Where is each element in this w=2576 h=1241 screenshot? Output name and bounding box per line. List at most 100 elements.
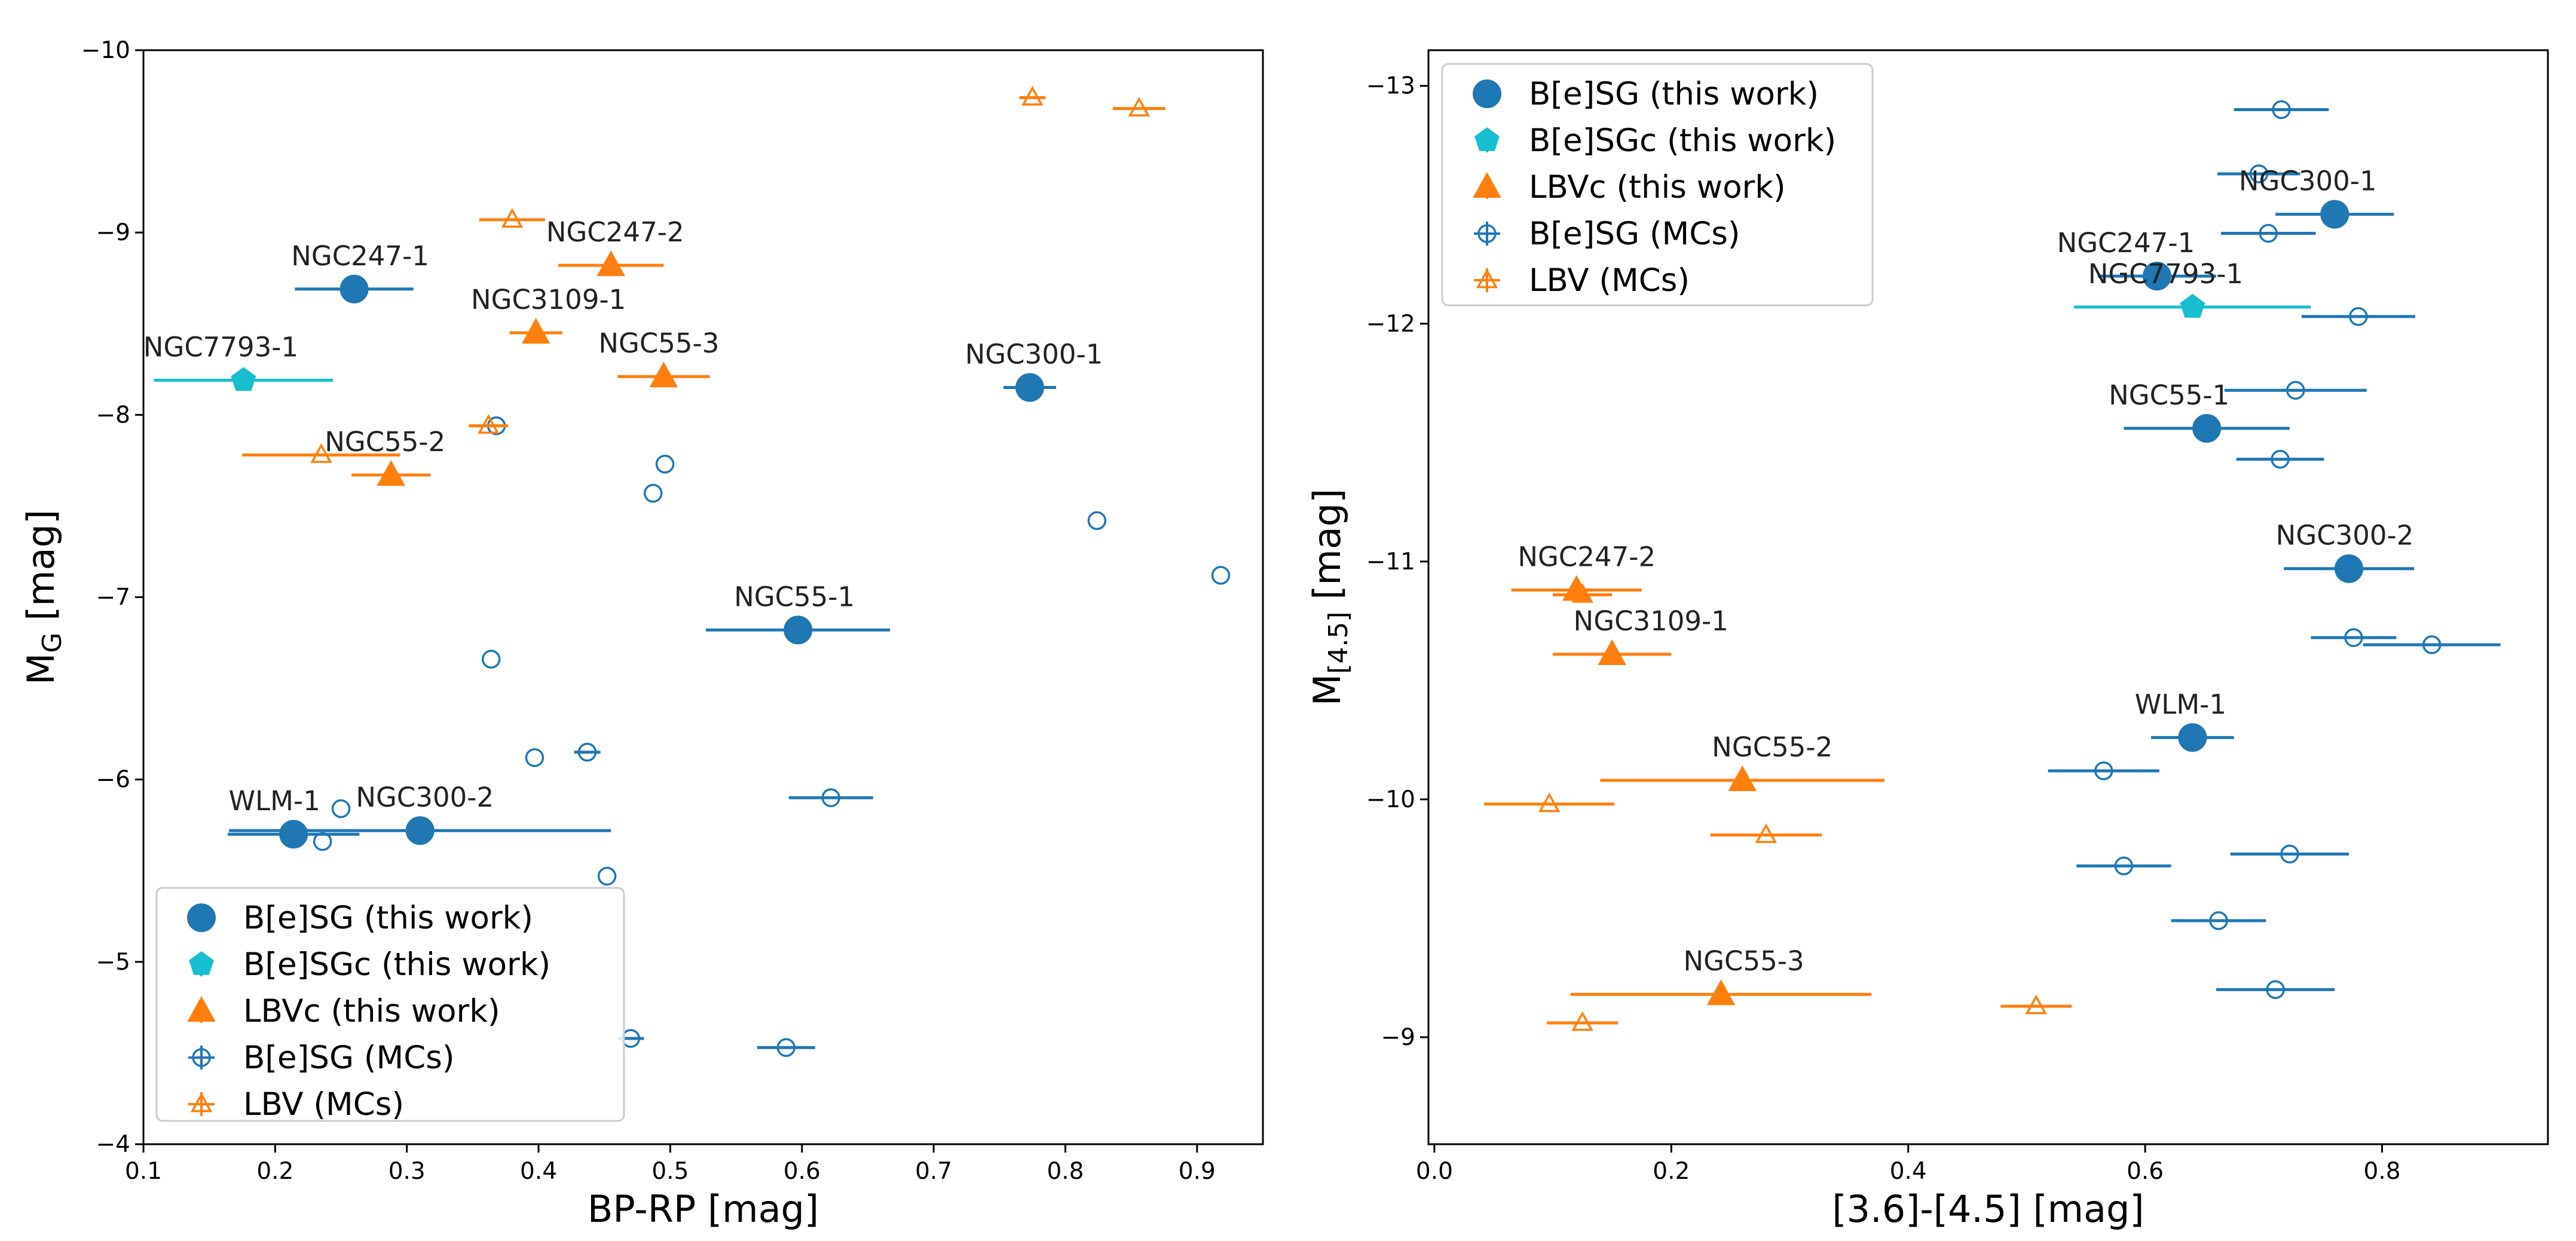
data-point [1570, 979, 1872, 1006]
marker-open-triangle [2025, 994, 2047, 1015]
data-point [2000, 994, 2072, 1015]
data-point [469, 414, 509, 434]
marker-open-circle [2272, 100, 2291, 119]
data-point [2076, 856, 2171, 876]
marker-pentagon [189, 951, 214, 975]
data-point [481, 649, 501, 669]
point-label: NGC300-1 [2239, 166, 2377, 197]
marker-open-triangle [1755, 823, 1777, 843]
marker-open-circle [2266, 980, 2285, 1000]
point-label: NGC247-2 [1518, 541, 1656, 573]
marker-triangle [187, 996, 216, 1022]
data-point [705, 615, 891, 645]
data-point [295, 274, 414, 304]
legend-label: LBV (MCs) [243, 1086, 404, 1123]
marker-open-circle [1211, 566, 1231, 585]
legend-label: B[e]SG (this work) [243, 900, 533, 936]
data-point [331, 799, 351, 819]
y-tick-label: −13 [1366, 73, 1415, 100]
x-tick-label: 0.9 [1179, 1158, 1216, 1185]
point-label: NGC55-2 [325, 426, 445, 458]
point-label: NGC247-1 [291, 240, 429, 272]
marker-open-triangle [478, 414, 500, 434]
y-tick-label: −9 [96, 219, 131, 246]
data-point [644, 483, 663, 503]
data-point [757, 1038, 815, 1058]
marker-open-circle [597, 866, 617, 886]
y-tick-label: −6 [96, 767, 131, 793]
panel-left: 0.1 0.2 0.3 0.4 0.5 0.6 0.7 0.8 0.9 −10 −9 −8 −7 −6 −5… [19, 37, 1264, 1231]
data-point [2217, 164, 2300, 183]
x-tick-label: 0.6 [784, 1158, 821, 1185]
data-point [228, 820, 360, 849]
data-point [229, 816, 611, 845]
y-tick-label: −10 [1366, 786, 1415, 813]
data-point [1019, 85, 1046, 106]
data-point [2236, 449, 2324, 469]
point-label: NGC55-3 [1684, 945, 1804, 977]
data-point [351, 460, 431, 486]
marker-open-circle [1087, 511, 1107, 531]
data-layer [154, 85, 1231, 1058]
data-point [1553, 639, 1672, 666]
data-point [655, 454, 675, 474]
data-point [2284, 554, 2415, 583]
marker-open-circle [2249, 164, 2269, 183]
y-tick-label: −12 [1366, 311, 1415, 338]
data-point [509, 318, 562, 344]
data-point [788, 788, 873, 807]
marker-circle [279, 820, 308, 849]
legend-item: B[e]SG (this work) [1473, 76, 1819, 112]
data-point [2048, 761, 2159, 780]
data-point [1003, 373, 1057, 402]
data-point [1600, 765, 1885, 791]
marker-open-triangle [1128, 97, 1151, 117]
plot-frame [1427, 49, 2549, 1145]
marker-pentagon [2180, 293, 2205, 318]
legend-item: B[e]SG (this work) [187, 900, 533, 936]
marker-open-circle [331, 799, 351, 819]
point-label: NGC300-2 [356, 782, 494, 813]
data-point [2216, 980, 2335, 1000]
data-point [617, 361, 710, 388]
marker-triangle [1562, 575, 1591, 601]
data-point [1211, 566, 1231, 585]
y-tick-label: −8 [96, 402, 131, 428]
data-point [2224, 381, 2367, 400]
marker-circle [2178, 723, 2207, 752]
y-tick-label: −9 [1381, 1024, 1416, 1051]
legend-item: LBV (MCs) [188, 1086, 404, 1123]
data-point [1547, 1011, 1619, 1031]
marker-open-circle [2286, 381, 2305, 400]
y-tick-label: −5 [96, 949, 131, 976]
marker-open-triangle [190, 1092, 213, 1113]
x-tick-label: 0.6 [2127, 1158, 2164, 1185]
marker-open-circle [577, 743, 597, 762]
marker-triangle [521, 318, 550, 344]
legend-item: B[e]SGc (this work) [189, 946, 550, 983]
marker-triangle [1473, 172, 1501, 198]
y-axis-label: M[4.5] [mag] [1305, 489, 1354, 706]
data-point [2171, 911, 2266, 930]
marker-open-circle [2422, 635, 2442, 654]
marker-open-circle [2271, 449, 2290, 469]
marker-triangle [1728, 765, 1757, 791]
data-point [2151, 723, 2234, 752]
legend-label: B[e]SG (MCs) [243, 1040, 455, 1076]
data-point [2311, 628, 2397, 647]
legend: B[e]SG (this work) B[e]SGc (this work) LBV… [1441, 63, 1874, 307]
legend-frame [155, 887, 625, 1122]
legend-item: LBV (MCs) [1474, 262, 1690, 299]
data-point [242, 443, 400, 463]
marker-open-circle [1477, 224, 1497, 243]
data-point [525, 748, 544, 767]
point-label: NGC55-3 [598, 327, 719, 359]
data-point [2363, 635, 2501, 654]
legend: B[e]SG (this work) B[e]SGc (this work) LBV… [155, 887, 625, 1123]
marker-open-triangle [501, 208, 524, 228]
legend-item: LBVc (this work) [1473, 169, 1786, 206]
marker-circle [784, 615, 813, 645]
point-label: NGC55-2 [1712, 731, 1832, 763]
point-label: NGC55-1 [2109, 379, 2229, 411]
